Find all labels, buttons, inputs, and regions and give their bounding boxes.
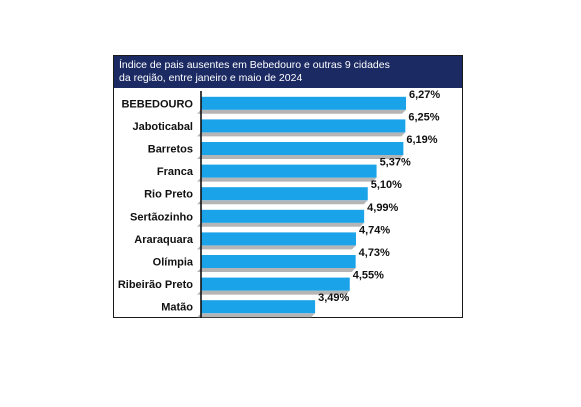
chart-title: Índice de pais ausentes em Bebedouro e o… bbox=[114, 56, 462, 88]
value-label: 4,74% bbox=[359, 224, 390, 236]
bar-4 bbox=[201, 187, 368, 201]
category-label: Sertãozinho bbox=[130, 211, 193, 223]
value-label: 3,49% bbox=[318, 292, 349, 304]
value-label: 4,55% bbox=[353, 270, 384, 282]
chart-title-line-1: Índice de pais ausentes em Bebedouro e o… bbox=[119, 59, 390, 71]
value-label: 5,10% bbox=[371, 179, 402, 191]
value-label: 6,27% bbox=[409, 89, 440, 101]
category-label: Araraquara bbox=[134, 234, 194, 246]
category-label: Franca bbox=[157, 166, 194, 178]
bar-shadow bbox=[197, 155, 404, 159]
bar-shadow bbox=[197, 313, 316, 318]
bar-3 bbox=[201, 164, 377, 178]
value-label: 4,99% bbox=[367, 202, 398, 214]
bar-9 bbox=[201, 300, 316, 314]
bar-shadow bbox=[197, 132, 406, 137]
bar-chart: BEBEDOURO 6,27% Jaboticabal 6,25% Barretos 6,… bbox=[118, 89, 440, 318]
bar-2 bbox=[201, 142, 404, 155]
category-label: Olímpia bbox=[153, 257, 194, 269]
bar-shadow bbox=[197, 222, 365, 227]
category-label: BEBEDOURO bbox=[121, 98, 193, 110]
bar-shadow bbox=[197, 200, 368, 205]
category-label: Ribeirão Preto bbox=[118, 279, 193, 291]
category-label: Rio Preto bbox=[144, 189, 193, 201]
bar-shadow bbox=[197, 177, 377, 182]
category-label: Jaboticabal bbox=[132, 121, 193, 133]
bar-6 bbox=[201, 232, 356, 246]
bar-5 bbox=[201, 209, 365, 223]
bar-1 bbox=[201, 119, 406, 133]
category-label: Matão bbox=[161, 302, 193, 314]
bar-shadow bbox=[197, 268, 356, 272]
bar-7 bbox=[201, 255, 356, 268]
value-label: 5,37% bbox=[380, 157, 411, 169]
bar-shadow bbox=[197, 109, 406, 114]
bar-8 bbox=[201, 277, 350, 291]
category-label: Barretos bbox=[148, 144, 193, 156]
chart-frame: Índice de pais ausentes em Bebedouro e o… bbox=[113, 55, 463, 318]
value-label: 6,25% bbox=[408, 111, 439, 123]
value-label: 6,19% bbox=[406, 134, 437, 146]
bar-0 bbox=[201, 96, 406, 110]
bar-shadow bbox=[197, 245, 356, 250]
bar-shadow bbox=[197, 290, 350, 295]
chart-title-line-2: da região, entre janeiro e maio de 2024 bbox=[119, 72, 303, 84]
value-label: 4,73% bbox=[359, 247, 390, 259]
